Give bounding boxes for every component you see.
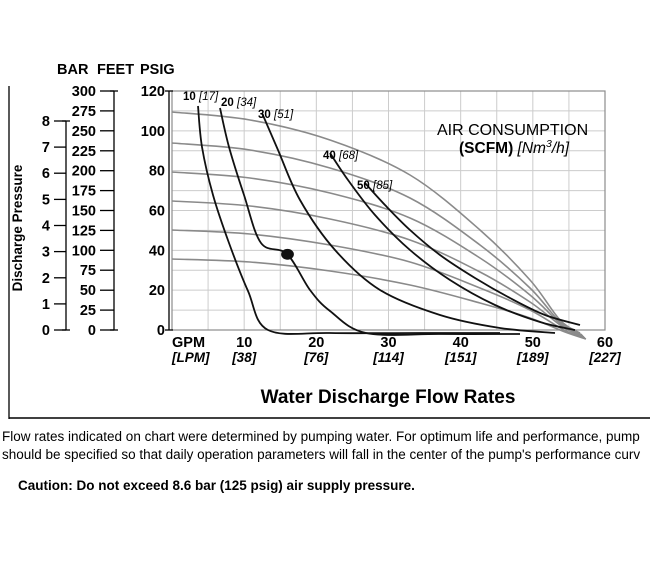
svg-text:60: 60 [597, 335, 613, 351]
svg-text:BAR: BAR [57, 62, 89, 78]
svg-text:100: 100 [141, 124, 165, 140]
svg-text:8: 8 [42, 114, 50, 130]
svg-text:125: 125 [72, 223, 96, 239]
svg-text:0: 0 [88, 323, 96, 339]
svg-text:25: 25 [80, 303, 96, 319]
svg-text:10 [17]: 10 [17] [183, 91, 219, 103]
svg-text:AIR CONSUMPTION: AIR CONSUMPTION [437, 122, 588, 139]
svg-text:Discharge Pressure: Discharge Pressure [10, 164, 25, 291]
svg-text:40: 40 [453, 335, 469, 351]
svg-text:80: 80 [149, 164, 165, 180]
svg-text:20 [34]: 20 [34] [221, 97, 257, 109]
svg-text:30 [51]: 30 [51] [258, 109, 294, 121]
svg-text:Flow rates indicated on chart: Flow rates indicated on chart were deter… [2, 429, 640, 444]
svg-text:4: 4 [42, 219, 50, 235]
svg-text:40 [68]: 40 [68] [323, 150, 359, 162]
svg-text:0: 0 [157, 323, 165, 339]
svg-text:20: 20 [308, 335, 324, 351]
svg-text:[189]: [189] [516, 350, 549, 365]
svg-text:120: 120 [141, 84, 165, 100]
svg-text:7: 7 [42, 140, 50, 156]
svg-text:[151]: [151] [444, 350, 477, 365]
svg-text:[LPM]: [LPM] [171, 350, 210, 365]
svg-text:50: 50 [525, 335, 541, 351]
svg-text:10: 10 [236, 335, 252, 351]
svg-text:(SCFM) [Nm3/h]: (SCFM) [Nm3/h] [459, 138, 570, 157]
svg-text:250: 250 [72, 124, 96, 140]
svg-text:75: 75 [80, 263, 96, 279]
svg-text:[227]: [227] [588, 350, 621, 365]
svg-text:5: 5 [42, 192, 50, 208]
svg-text:3: 3 [42, 245, 50, 261]
svg-text:FEET: FEET [97, 62, 134, 78]
svg-text:30: 30 [380, 335, 396, 351]
svg-text:2: 2 [42, 271, 50, 287]
svg-text:GPM: GPM [172, 335, 205, 351]
svg-text:[76]: [76] [303, 350, 329, 365]
svg-text:225: 225 [72, 144, 96, 160]
svg-text:150: 150 [72, 204, 96, 220]
svg-text:300: 300 [72, 84, 96, 100]
svg-text:175: 175 [72, 184, 96, 200]
svg-text:Water Discharge Flow Rates: Water Discharge Flow Rates [261, 387, 516, 408]
svg-text:100: 100 [72, 243, 96, 259]
svg-text:[38]: [38] [231, 350, 257, 365]
svg-text:PSIG: PSIG [140, 62, 175, 78]
svg-text:20: 20 [149, 283, 165, 299]
svg-text:60: 60 [149, 204, 165, 220]
svg-text:6: 6 [42, 166, 50, 182]
svg-text:200: 200 [72, 164, 96, 180]
svg-text:40: 40 [149, 243, 165, 259]
svg-text:[114]: [114] [372, 350, 404, 365]
svg-text:50: 50 [80, 283, 96, 299]
svg-text:0: 0 [42, 323, 50, 339]
svg-text:275: 275 [72, 104, 96, 120]
svg-text:Caution: Do not exceed 8.6 bar: Caution: Do not exceed 8.6 bar (125 psig… [18, 478, 415, 493]
svg-text:50 [85]: 50 [85] [357, 180, 393, 192]
svg-text:1: 1 [42, 297, 50, 313]
svg-text:should be specified so that da: should be specified so that daily operat… [2, 447, 640, 462]
